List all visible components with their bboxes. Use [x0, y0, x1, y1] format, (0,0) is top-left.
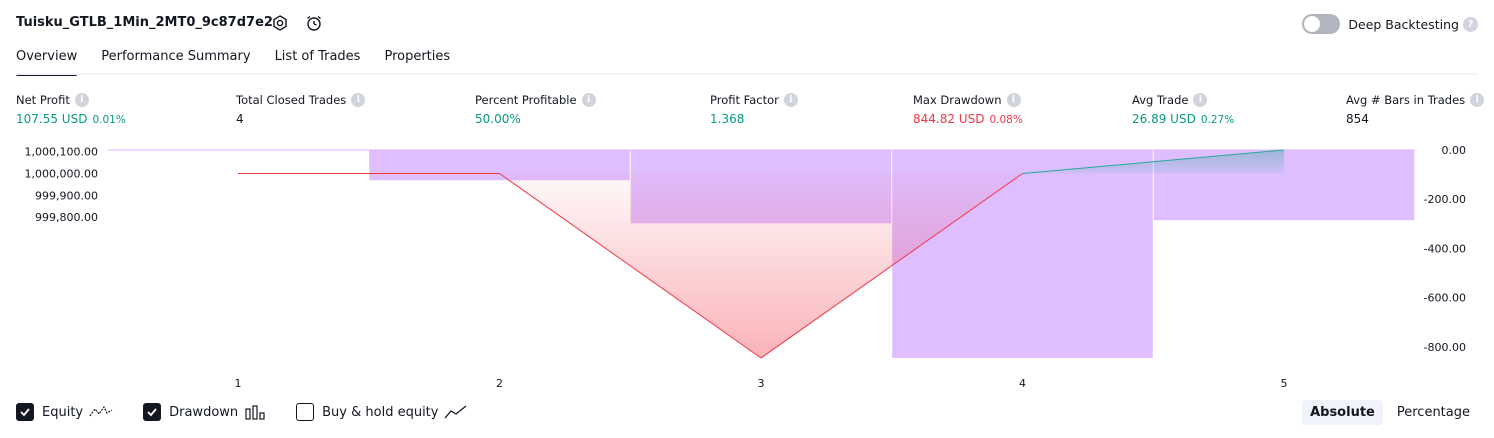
x-axis-tick-label: 2: [496, 377, 503, 390]
deep-backtesting-toggle[interactable]: [1302, 14, 1341, 34]
drawdown-bars-icon: [244, 404, 266, 420]
equity-line-segment: [760, 173, 1023, 359]
stat-value-text: 26.89 USD: [1132, 112, 1196, 126]
info-icon[interactable]: i: [351, 93, 366, 107]
mode-absolute-button[interactable]: Absolute: [1302, 400, 1383, 425]
toggle-knob: [1304, 16, 1321, 32]
legend-equity-label: Equity: [42, 404, 84, 420]
stat-label: Profit Factor i: [710, 93, 798, 107]
stat-label: Net Profit i: [16, 93, 126, 107]
stat-value-text: 4: [236, 112, 244, 126]
equity-chart: 1,000,100.00 1,000,000.00 999,900.00 999,80…: [25, 144, 1466, 390]
x-axis-tick-label: 3: [758, 377, 765, 390]
x-axis-tick-label: 4: [1019, 377, 1026, 390]
stat-value: 854: [1346, 112, 1484, 126]
equity-line-segment: [1022, 149, 1285, 174]
stat-label-text: Percent Profitable: [475, 93, 577, 107]
info-icon[interactable]: i: [1193, 93, 1208, 107]
stat-value: 50.00%: [475, 112, 596, 126]
stat-value-text: 844.82 USD: [913, 112, 985, 126]
stat-label: Avg Trade i: [1132, 93, 1234, 107]
tab-performance-summary[interactable]: Performance Summary: [101, 49, 251, 64]
right-axis-tick-label: 0.00: [1442, 144, 1467, 157]
stat-value: 4: [236, 112, 365, 126]
strategy-title: Tuisku_GTLB_1Min_2MT0_9c87d7e2: [16, 15, 273, 30]
equity-checkbox[interactable]: [16, 403, 34, 421]
tab-divider: [16, 73, 1478, 75]
legend-drawdown[interactable]: Drawdown: [143, 403, 266, 421]
display-mode-switch: Absolute Percentage: [1296, 400, 1478, 425]
equity-line-icon: [89, 404, 113, 420]
stat-label: Total Closed Trades i: [236, 93, 366, 107]
stat-value: 1.368: [710, 112, 798, 126]
info-icon[interactable]: i: [581, 93, 596, 107]
info-icon[interactable]: i: [1006, 93, 1021, 107]
stat-label-text: Profit Factor: [710, 93, 779, 107]
x-axis-tick-label: 5: [1281, 377, 1288, 390]
info-icon[interactable]: i: [783, 93, 798, 107]
stat-value: 107.55 USD 0.01%: [16, 112, 126, 126]
stat-total-closed-trades: Total Closed Trades i 4: [236, 93, 366, 126]
drawdown-checkbox[interactable]: [143, 403, 162, 421]
legend-equity[interactable]: Equity: [16, 403, 113, 421]
tab-bar: Overview Performance Summary List of Trade…: [16, 46, 474, 76]
deep-backtesting-control: Deep Backtesting ?: [1302, 14, 1478, 34]
mode-percentage-button[interactable]: Percentage: [1396, 405, 1470, 420]
buy-hold-line-icon: [444, 404, 468, 420]
left-axis-tick-label: 999,800.00: [35, 211, 98, 224]
right-axis-tick-label: -200.00: [1424, 193, 1466, 206]
x-axis-tick-label: 1: [235, 377, 242, 390]
right-axis-tick-label: -600.00: [1424, 292, 1466, 305]
stat-profit-factor: Profit Factor i 1.368: [710, 93, 798, 126]
chart-legend: Equity Drawdown Buy & hold equity: [16, 403, 498, 421]
stat-value: 26.89 USD 0.27%: [1132, 112, 1234, 126]
left-axis-tick-label: 1,000,000.00: [25, 167, 98, 180]
stat-net-profit: Net Profit i 107.55 USD 0.01%: [16, 93, 126, 126]
help-icon[interactable]: ?: [1463, 16, 1478, 32]
alarm-clock-icon[interactable]: [304, 13, 324, 33]
tab-properties[interactable]: Properties: [384, 49, 451, 64]
stat-label: Avg # Bars in Trades i: [1346, 93, 1485, 107]
stat-value-text: 854: [1346, 112, 1369, 126]
chart-axes: 1,000,100.00 1,000,000.00 999,900.00 999,80…: [25, 144, 1466, 390]
info-icon[interactable]: i: [74, 93, 89, 107]
settings-gear-icon[interactable]: [270, 13, 290, 33]
stat-label: Max Drawdown i: [913, 93, 1023, 107]
stat-percent: 0.01%: [92, 114, 126, 126]
left-axis-tick-label: 1,000,100.00: [25, 146, 98, 159]
legend-buy-hold[interactable]: Buy & hold equity: [296, 403, 468, 421]
tab-list-of-trades[interactable]: List of Trades: [274, 49, 361, 64]
stat-avg-trade: Avg Trade i 26.89 USD 0.27%: [1132, 93, 1234, 126]
stat-value-text: 107.55 USD: [16, 112, 88, 126]
right-axis-tick-label: -400.00: [1424, 242, 1466, 255]
equity-series: [238, 149, 1285, 359]
stat-label-text: Total Closed Trades: [236, 93, 347, 107]
stat-label-text: Net Profit: [16, 93, 70, 107]
deep-backtesting-label: Deep Backtesting: [1348, 16, 1459, 32]
tab-overview[interactable]: Overview: [16, 46, 78, 76]
right-axis-tick-label: -800.00: [1424, 341, 1466, 354]
stat-value-text: 50.00%: [475, 112, 521, 126]
stat-avg-bars-in-trades: Avg # Bars in Trades i 854: [1346, 93, 1485, 126]
stat-label-text: Avg # Bars in Trades: [1346, 93, 1466, 107]
stat-value-text: 1.368: [710, 112, 745, 126]
left-axis-tick-label: 999,900.00: [35, 189, 98, 202]
header: Tuisku_GTLB_1Min_2MT0_9c87d7e2 Deep Back…: [0, 0, 1494, 46]
stat-percent: 0.27%: [1200, 114, 1235, 126]
equity-line-segment: [499, 173, 762, 359]
legend-drawdown-label: Drawdown: [169, 404, 239, 420]
info-icon[interactable]: i: [1470, 93, 1485, 107]
stat-value: 844.82 USD 0.08%: [913, 112, 1023, 126]
stat-max-drawdown: Max Drawdown i 844.82 USD 0.08%: [913, 93, 1023, 126]
buy-hold-checkbox[interactable]: [296, 403, 315, 421]
stat-label-text: Avg Trade: [1132, 93, 1189, 107]
stat-percent-profitable: Percent Profitable i 50.00%: [475, 93, 596, 126]
legend-buy-hold-label: Buy & hold equity: [322, 404, 439, 420]
equity-loss-area: [499, 173, 1023, 358]
stat-percent: 0.08%: [989, 114, 1023, 126]
stat-label: Percent Profitable i: [475, 93, 596, 107]
stat-label-text: Max Drawdown: [913, 93, 1002, 107]
